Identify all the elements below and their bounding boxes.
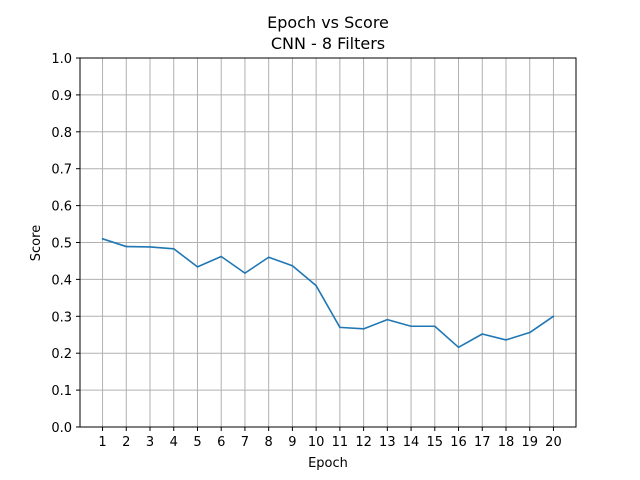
- x-tick-label: 12: [355, 435, 372, 450]
- y-tick-label: 0.5: [51, 237, 72, 252]
- y-axis-label: Score: [29, 225, 44, 261]
- data-point: [149, 246, 151, 248]
- x-tick-label: 19: [521, 435, 538, 450]
- data-point: [339, 326, 341, 329]
- x-tick-label: 2: [122, 435, 130, 450]
- y-tick-label: 0.1: [51, 384, 72, 399]
- x-tick-label: 9: [288, 435, 296, 450]
- x-tick-label: 3: [146, 435, 154, 450]
- y-axis-ticks: 0.0 0.1 0.2 0.3 0.4 0.5 0.6 0.7 0.8 0.9 1.0: [51, 52, 80, 436]
- x-tick-label: 15: [427, 435, 444, 450]
- y-tick-label: 0.8: [51, 126, 72, 141]
- y-tick-label: 0.6: [51, 200, 72, 215]
- data-point: [386, 318, 389, 321]
- y-tick-label: 0.0: [51, 421, 72, 436]
- data-point: [410, 325, 412, 328]
- y-tick-label: 0.3: [51, 310, 72, 325]
- x-tick-label: 18: [498, 435, 515, 450]
- y-tick-label: 0.2: [51, 347, 72, 362]
- series-line: [102, 238, 554, 349]
- x-tick-label: 6: [217, 435, 225, 450]
- data-point: [552, 315, 555, 318]
- data-point: [362, 328, 365, 330]
- x-tick-label: 16: [450, 435, 467, 450]
- data-point: [267, 256, 270, 259]
- data-point: [196, 266, 199, 268]
- data-point: [101, 238, 104, 240]
- x-tick-label: 1: [98, 435, 106, 450]
- x-tick-label: 8: [265, 435, 273, 450]
- series-layer: [101, 238, 555, 349]
- data-point: [481, 333, 484, 335]
- x-tick-label: 5: [193, 435, 201, 450]
- y-tick-label: 0.9: [51, 89, 72, 104]
- y-tick-label: 0.4: [51, 273, 72, 288]
- chart-title: Epoch vs Score: [267, 13, 389, 32]
- x-tick-label: 17: [474, 435, 491, 450]
- x-axis-ticks: 1 2 3 4 5 6 7 8 9 10 11 12 13 14 15 16 17 18 19 20: [98, 427, 562, 450]
- x-tick-label: 14: [403, 435, 420, 450]
- data-point: [528, 331, 531, 334]
- data-point: [220, 255, 223, 258]
- data-point: [244, 272, 246, 274]
- data-point: [433, 325, 436, 328]
- plot-frame: [79, 57, 577, 428]
- data-point: [125, 245, 128, 248]
- x-tick-label: 13: [379, 435, 396, 450]
- data-point: [172, 247, 175, 250]
- y-tick-label: 1.0: [51, 52, 72, 67]
- x-tick-label: 10: [308, 435, 325, 450]
- data-point: [457, 346, 460, 349]
- data-point: [315, 284, 317, 287]
- x-tick-label: 11: [332, 435, 349, 450]
- x-tick-label: 20: [545, 435, 562, 450]
- data-point: [291, 264, 294, 267]
- x-tick-label: 4: [170, 435, 178, 450]
- x-tick-label: 7: [241, 435, 249, 450]
- chart-subtitle: CNN - 8 Filters: [271, 34, 385, 53]
- y-tick-label: 0.7: [51, 163, 72, 178]
- data-point: [505, 339, 507, 341]
- x-axis-label: Epoch: [308, 456, 348, 471]
